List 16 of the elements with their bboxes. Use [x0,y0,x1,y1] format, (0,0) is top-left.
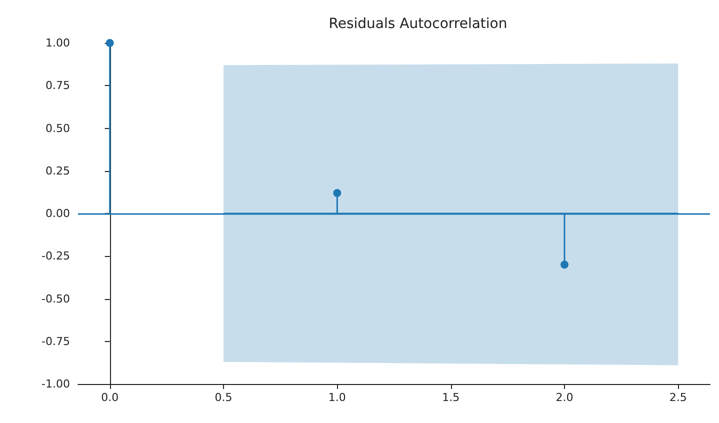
y-tick-label: -0.25 [42,250,70,263]
x-tick-label: 2.0 [556,391,574,404]
y-tick-label: 0.50 [46,122,70,135]
y-tick-label: 0.00 [46,207,70,220]
y-tick-label: 0.25 [46,164,70,178]
y-tick-label: 0.75 [46,79,70,92]
x-tick-label: 0.0 [101,391,119,404]
x-tick-label: 1.5 [442,391,460,404]
x-tick-label: 0.5 [214,391,232,404]
y-tick-label: 1.00 [46,36,70,50]
x-tick-label: 2.5 [669,391,687,404]
y-tick-label: -1.00 [42,378,70,390]
chart-title: Residuals Autocorrelation [328,16,508,32]
x-tick-label: 1.0 [328,391,346,404]
y-tick-label: -0.50 [42,292,70,306]
y-tick-label: -0.75 [42,334,70,348]
